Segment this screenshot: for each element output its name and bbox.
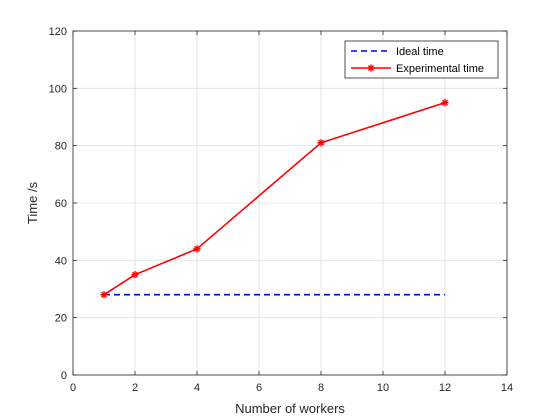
data-point	[317, 139, 325, 147]
data-point	[441, 99, 449, 107]
y-axis-title: Time /s	[25, 181, 40, 224]
y-tick-label: 40	[55, 255, 67, 267]
data-point	[131, 271, 139, 279]
legend: Ideal time Experimental time	[344, 40, 499, 79]
y-tick-label: 60	[55, 198, 67, 210]
x-tick-label: 14	[501, 382, 513, 394]
axis-ticks: 0 2 4 6 8 10 12 14 0 20 40 60 80 100 120	[49, 26, 513, 394]
x-tick-label: 0	[70, 382, 76, 394]
data-point	[193, 245, 201, 253]
legend-marker-point	[367, 64, 375, 72]
y-tick-label: 80	[55, 141, 67, 153]
y-tick-label: 0	[61, 370, 67, 382]
x-tick-label: 12	[439, 382, 451, 394]
x-tick-label: 10	[377, 382, 389, 394]
legend-box	[344, 40, 499, 79]
x-tick-label: 6	[256, 382, 262, 394]
x-tick-label: 8	[318, 382, 324, 394]
x-tick-label: 4	[194, 382, 200, 394]
legend-label-experimental-time: Experimental time	[396, 63, 484, 75]
data-point	[100, 291, 108, 299]
x-tick-label: 2	[132, 382, 138, 394]
legend-marker-experimental-time	[367, 64, 375, 72]
legend-label-ideal-time: Ideal time	[396, 46, 444, 58]
y-tick-label: 120	[49, 26, 67, 38]
y-tick-label: 100	[49, 83, 67, 95]
y-tick-label: 20	[55, 313, 67, 325]
series-layer	[100, 99, 449, 299]
x-axis-title: Number of workers	[235, 401, 345, 416]
